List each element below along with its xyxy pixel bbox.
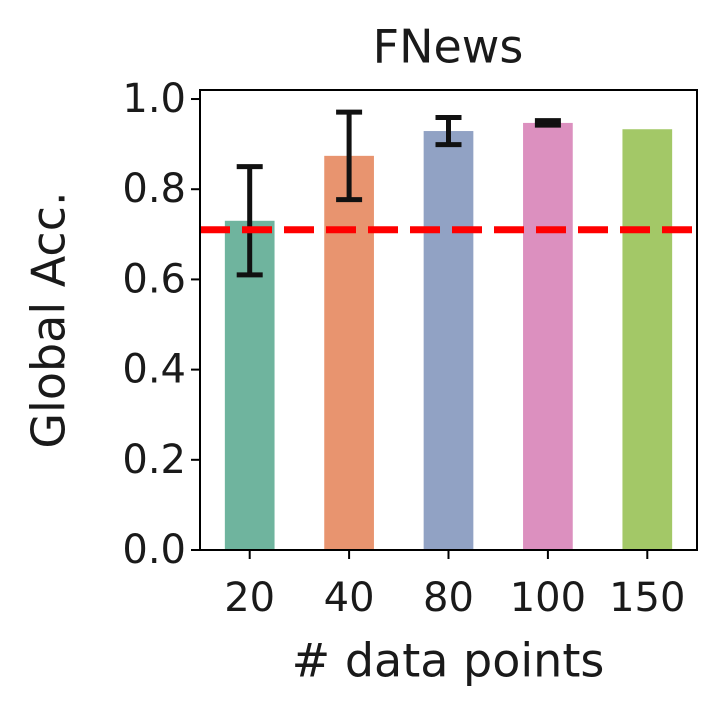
y-tick-label: 0.6 [122,256,186,302]
y-tick-label: 0.2 [122,437,186,483]
error-bar [336,109,363,203]
y-axis-label: Global Acc. [22,191,76,448]
y-tick-label: 0.8 [122,166,186,212]
bar [324,155,374,550]
y-tick-label: 0.0 [122,527,186,573]
x-tick-label: 20 [224,575,275,621]
x-tick-label: 100 [510,575,586,621]
y-tick-label: 1.0 [122,76,186,122]
error-bar [534,118,561,128]
y-tick-label: 0.4 [122,347,186,393]
x-tick-label: 150 [609,575,685,621]
x-tick-label: 40 [324,575,375,621]
error-bar [435,115,462,148]
x-axis-label: # data points [292,634,605,688]
x-tick-label: 80 [423,575,474,621]
bar [423,131,474,550]
bar [523,122,573,550]
chart-title: FNews [373,20,524,74]
error-bar [236,164,263,278]
plot-frame [199,89,698,551]
bar [622,129,673,550]
